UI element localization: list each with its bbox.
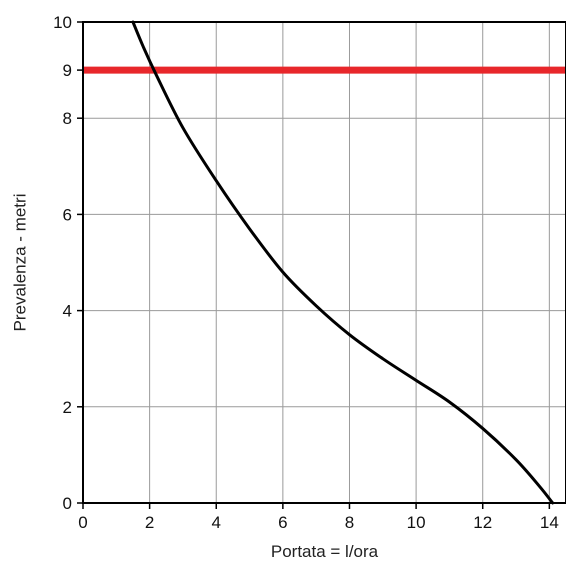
plot-frame — [82, 21, 566, 504]
x-tick-label-10: 10 — [407, 513, 426, 532]
x-tick-label-4: 4 — [212, 513, 221, 532]
series-line-0 — [131, 20, 555, 505]
y-tick-label-10: 10 — [53, 13, 72, 32]
x-tick-labels: 0 2 4 6 8 10 12 14 — [78, 503, 559, 532]
y-tick-label-9: 9 — [63, 61, 72, 80]
x-axis-title: Portata = l/ora — [271, 542, 379, 561]
y-tick-label-0: 0 — [63, 494, 72, 513]
y-axis-title: Prevalenza - metri — [11, 194, 30, 332]
x-tick-label-14: 14 — [540, 513, 559, 532]
x-tick-label-8: 8 — [345, 513, 354, 532]
y-tick-label-4: 4 — [63, 302, 72, 321]
x-tick-label-12: 12 — [473, 513, 492, 532]
series-lines — [131, 20, 555, 505]
y-tick-label-6: 6 — [63, 205, 72, 224]
x-tick-label-0: 0 — [78, 513, 87, 532]
x-tick-label-6: 6 — [278, 513, 287, 532]
grid-lines — [83, 22, 566, 503]
y-tick-label-8: 8 — [63, 109, 72, 128]
x-tick-label-2: 2 — [145, 513, 154, 532]
y-tick-labels: 0 2 4 6 8 9 10 — [53, 13, 83, 513]
y-tick-label-2: 2 — [63, 398, 72, 417]
